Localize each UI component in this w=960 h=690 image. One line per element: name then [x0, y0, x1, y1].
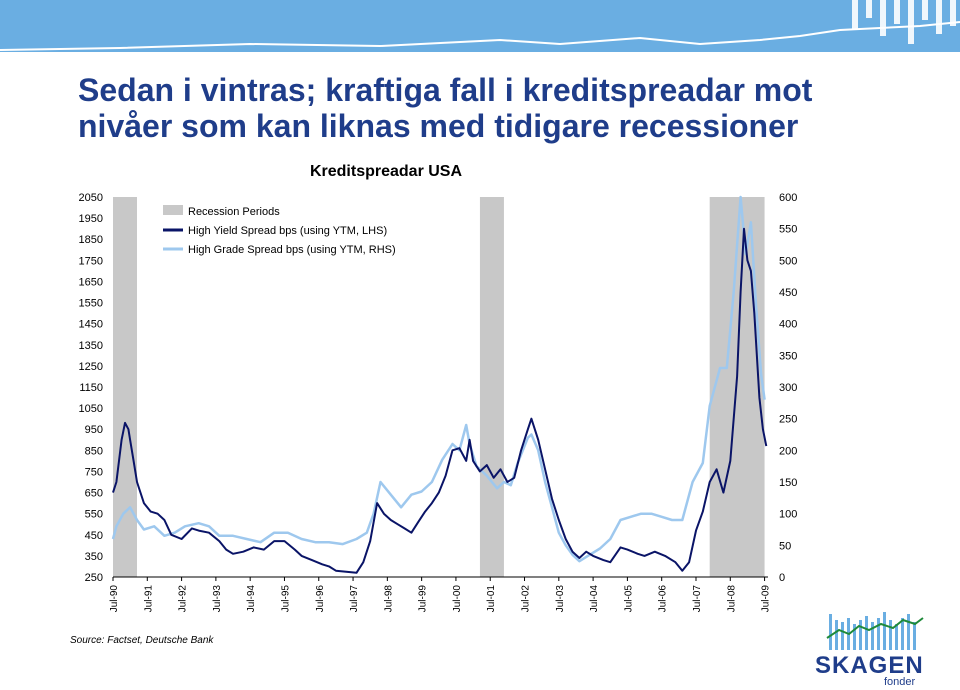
x-tick-label: Jul-90	[109, 585, 120, 613]
legend-label-high-yield: High Yield Spread bps (using YTM, LHS)	[188, 225, 387, 237]
series-high-yield-line	[112, 227, 768, 574]
y-left-tick-label: 1950	[79, 213, 103, 225]
y-right-tick-label: 250	[779, 414, 797, 426]
y-left-tick-label: 750	[85, 466, 103, 478]
y-left-tick-label: 1850	[79, 234, 103, 246]
y-right-tick-label: 400	[779, 319, 797, 331]
legend-label-recession: Recession Periods	[188, 206, 280, 218]
x-tick-label: Jul-92	[178, 585, 189, 613]
x-tick-label: Jul-96	[315, 585, 326, 613]
x-tick-label: Jul-05	[623, 585, 634, 613]
y-left-tick-label: 1050	[79, 403, 103, 415]
header-banner	[0, 0, 960, 52]
banner-bars	[852, 0, 956, 44]
legend-label-high-grade: High Grade Spread bps (using YTM, RHS)	[188, 244, 396, 256]
y-right-tick-label: 150	[779, 477, 797, 489]
logo-wordmark: SKAGEN	[815, 652, 924, 679]
x-tick-label: Jul-02	[521, 585, 532, 613]
x-tick-label: Jul-08	[726, 585, 737, 613]
x-tick-label: Jul-98	[383, 585, 394, 613]
x-tick-label: Jul-00	[452, 585, 463, 613]
recession-band	[479, 197, 504, 577]
y-right-tick-label: 550	[779, 224, 797, 236]
y-left-tick-label: 650	[85, 488, 103, 500]
y-right-tick-label: 300	[779, 382, 797, 394]
y-right-tick-label: 100	[779, 509, 797, 521]
x-tick-label: Jul-04	[589, 585, 600, 613]
banner-band	[0, 0, 960, 52]
x-tick-label: Jul-07	[692, 585, 703, 613]
y-left-tick-label: 1450	[79, 319, 103, 331]
skagen-logo-icon	[826, 612, 924, 650]
recession-band	[113, 197, 138, 577]
x-tick-label: Jul-01	[486, 585, 497, 613]
x-tick-label: Jul-97	[349, 585, 360, 613]
y-left-tick-label: 1350	[79, 340, 103, 352]
y-left-tick-label: 1550	[79, 298, 103, 310]
x-tick-label: Jul-95	[280, 585, 291, 613]
y-left-tick-label: 1750	[79, 255, 103, 267]
y-left-tick-label: 1150	[79, 382, 103, 394]
y-right-tick-label: 600	[779, 192, 797, 204]
banner-waveline	[0, 21, 960, 51]
y-right-tick-label: 450	[779, 287, 797, 299]
y-right-tick-label: 500	[779, 255, 797, 267]
y-left-tick-label: 850	[85, 445, 103, 457]
y-left-tick-label: 1650	[79, 276, 103, 288]
y-left-tick-label: 950	[85, 424, 103, 436]
y-left-tick-label: 250	[85, 572, 103, 584]
y-right-tick-label: 350	[779, 350, 797, 362]
y-right-tick-label: 0	[779, 572, 785, 584]
y-right-tick-label: 50	[779, 540, 791, 552]
y-right-tick-label: 200	[779, 445, 797, 457]
x-tick-label: Jul-94	[246, 585, 257, 613]
y-left-tick-label: 550	[85, 509, 103, 521]
y-left-tick-label: 450	[85, 530, 103, 542]
slide-title: Sedan i vintras; kraftiga fall i kredits…	[78, 72, 813, 144]
logo-line	[826, 617, 924, 639]
x-tick-label: Jul-99	[418, 585, 429, 613]
x-tick-label: Jul-91	[143, 585, 154, 613]
logo-bars	[829, 612, 916, 650]
x-tick-label: Jul-03	[555, 585, 566, 613]
y-left-tick-label: 350	[85, 551, 103, 563]
y-left-tick-label: 2050	[79, 192, 103, 204]
x-tick-label: Jul-93	[212, 585, 223, 613]
y-left-tick-label: 1250	[79, 361, 103, 373]
legend-swatch-recession	[163, 205, 183, 215]
chart-subtitle: Kreditspreadar USA	[309, 163, 463, 180]
logo-subtext: fonder	[884, 676, 916, 688]
x-tick-label: Jul-06	[658, 585, 669, 613]
x-tick-label: Jul-09	[761, 585, 772, 613]
source-note: Source: Factset, Deutsche Bank	[70, 635, 214, 646]
